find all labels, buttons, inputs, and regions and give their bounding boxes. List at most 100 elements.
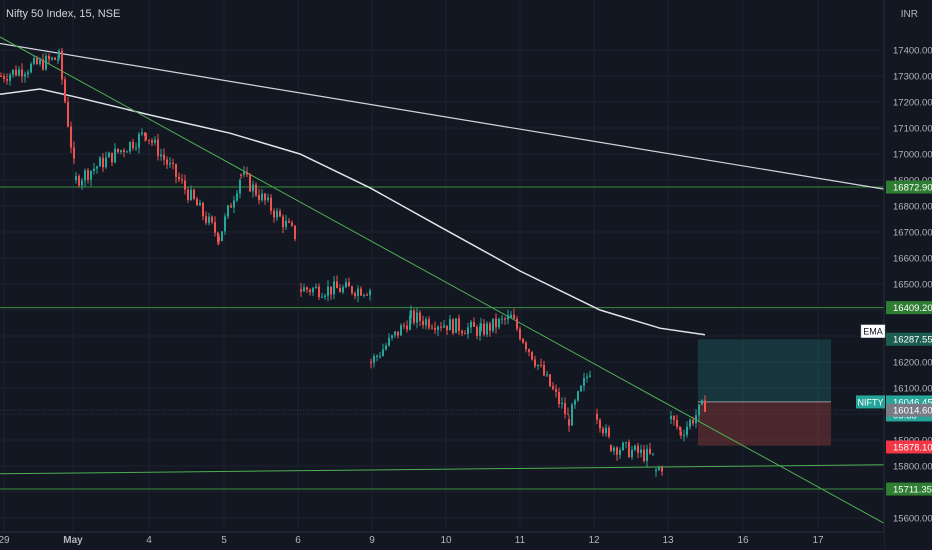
candle-body [428,319,430,328]
candle-body [199,202,201,206]
candle-body [467,327,469,335]
candle-body [695,415,697,424]
price-tag-label: 16287.55 [893,335,932,346]
candle-body [214,222,216,233]
candle-body [67,101,69,127]
candle-body [54,57,56,60]
candle-body [486,323,488,335]
candle-body [458,318,460,331]
candle-body [619,450,621,455]
candle-body [661,467,663,472]
candle-body [151,140,153,143]
time-tick-label: 17 [812,535,824,546]
candle-body [181,179,183,181]
candle-body [519,328,521,340]
time-tick-label: 11 [515,535,526,546]
candle-body [39,59,41,64]
candle-body [546,374,548,376]
candle-body [602,428,604,434]
candle-body [498,318,500,328]
price-tick-label: 16500.00 [893,280,932,291]
candle-body [205,216,207,223]
candle-body [93,168,95,171]
price-tick-label: 17300.00 [893,72,932,83]
candle-body [558,391,560,404]
candle-body [267,197,269,201]
candle-body [376,355,378,357]
candle-body [658,467,660,470]
candle-body [48,55,50,60]
candle-body [476,326,478,336]
candle-body [366,294,368,296]
candle-body [336,281,338,289]
candle-body [24,74,26,77]
candle-body [172,162,174,165]
candle-body [655,469,657,472]
candle-body [90,170,92,180]
candle-body [111,152,113,163]
candle-body [300,289,302,292]
candle-body [306,287,308,290]
candle-body [567,413,569,415]
candle-body [166,159,168,165]
candle-body [452,319,454,334]
candle-body [154,139,156,143]
candle-body [315,286,317,289]
time-tick-label: 5 [221,535,227,546]
candle-body [18,69,20,76]
candle-body [528,349,530,352]
price-tag-bg [886,403,932,417]
candle-body [473,321,475,327]
candle-body [45,55,47,70]
price-tag-bg [886,180,932,194]
candle-body [608,427,610,437]
candle-body [246,172,248,175]
candle-body [15,69,17,76]
descending-trendline [0,36,885,524]
candle-body [369,290,371,296]
long-position-box [698,339,831,446]
time-tick-label: 4 [146,535,152,546]
candle-body [574,400,576,405]
support-trendline [0,464,885,475]
candle-body [586,376,588,379]
candle-body [589,375,591,377]
candle-body [178,176,180,180]
candle-body [610,445,612,452]
candle-body [357,288,359,297]
candle-body [455,318,457,334]
candle-body [138,134,140,148]
candle-body [169,162,171,165]
candle-body [187,189,189,201]
candle-body [193,189,195,199]
candle-body [273,210,275,218]
candle-body [683,434,685,436]
candle-body [117,148,119,153]
candle-body [501,318,503,320]
candle-body [279,211,281,217]
candle-body [564,403,566,414]
candle-body [354,293,356,297]
candle-body [312,288,314,293]
candle-body [596,414,598,420]
horizontal-levels [0,186,885,490]
price-tick-label: 15800.00 [893,462,932,473]
candle-body [73,147,75,159]
time-axis: 29 May 4 5 6 9 10 11 12 13 16 17 [0,531,884,550]
candle-body [680,432,682,436]
candle-body [345,282,347,288]
candle-body [628,442,630,458]
candle-body [388,337,390,346]
candle-body [363,294,365,296]
candle-body [649,448,651,454]
price-tag-bg [886,440,932,454]
candle-body [580,385,582,392]
candle-body [489,323,491,331]
candle-body [81,180,83,186]
candle-body [87,170,89,180]
price-tick-label: 17200.00 [893,98,932,109]
candle-body [640,449,642,453]
candle-body [571,404,573,426]
candle-body [288,220,290,223]
